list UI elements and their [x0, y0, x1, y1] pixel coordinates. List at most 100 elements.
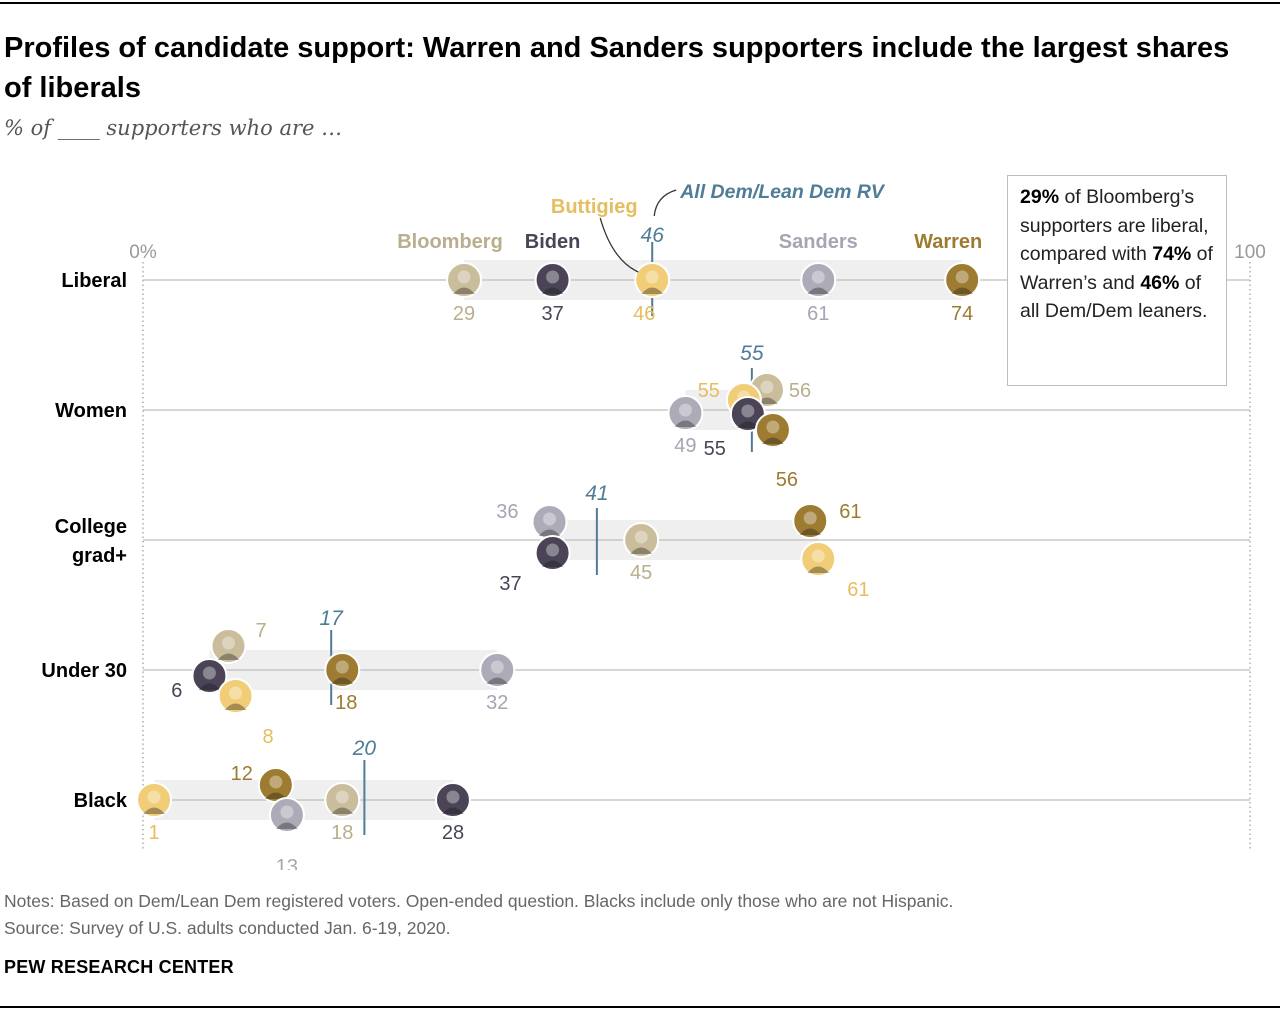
callout-bold-3: 46% — [1140, 271, 1180, 294]
portrait-head — [546, 270, 560, 284]
portrait-shoulders — [541, 287, 564, 294]
reference-value-black: 20 — [352, 737, 377, 760]
portrait-shoulders — [264, 792, 287, 799]
portrait-head — [741, 404, 755, 418]
notes: Notes: Based on Dem/Lean Dem registered … — [4, 888, 953, 942]
callout-bold-1: 29% — [1020, 186, 1060, 208]
portrait-shoulders — [951, 287, 974, 294]
portrait-shoulders — [275, 822, 298, 829]
portrait-shoulders — [799, 528, 822, 535]
dot-ring — [136, 782, 173, 818]
row-label-women: Women — [55, 400, 127, 422]
portrait-shoulders — [198, 683, 221, 690]
value-label-bloomberg-women: 56 — [789, 380, 811, 402]
portrait-head — [811, 549, 825, 563]
row-label-liberal: Liberal — [61, 270, 127, 292]
portrait-head — [280, 805, 294, 819]
dot-buttigieg-black — [136, 782, 173, 818]
dot-ring — [434, 782, 471, 818]
portrait-shoulders — [538, 529, 561, 536]
portrait-shoulders — [441, 807, 464, 814]
dot-warren-women — [754, 412, 791, 448]
value-label-buttigieg-college-grad: 61 — [847, 579, 869, 601]
legend-name-sanders: Sanders — [779, 231, 858, 253]
dot-ring — [324, 652, 361, 688]
dot-ring — [634, 262, 671, 298]
value-label-biden-under-30: 6 — [171, 680, 182, 702]
chart-title: Profiles of candidate support: Warren an… — [4, 32, 1230, 104]
dot-ring — [210, 628, 247, 664]
dot-biden-under-30 — [191, 658, 228, 694]
dot-ring — [191, 658, 228, 694]
portrait-shoulders — [761, 437, 784, 444]
row-label-black: Black — [74, 790, 128, 812]
chart-subtitle: % of ____ supporters who are … — [4, 116, 343, 140]
value-label-buttigieg-black: 1 — [149, 822, 160, 844]
dot-biden-college-grad — [534, 535, 571, 571]
dot-biden-women — [729, 396, 766, 432]
portrait-shoulders — [807, 566, 830, 573]
dot-warren-liberal — [944, 262, 981, 298]
dot-bloomberg-college-grad — [623, 522, 660, 558]
portrait-shoulders — [453, 287, 476, 294]
dot-bloomberg-liberal — [446, 262, 483, 298]
dot-ring — [268, 797, 305, 833]
legend-name-bloomberg: Bloomberg — [397, 231, 503, 253]
dot-warren-college-grad — [792, 503, 829, 539]
dot-ring — [792, 503, 829, 539]
portrait-head — [269, 775, 283, 789]
value-label-bloomberg-liberal: 29 — [453, 303, 475, 325]
dot-ring — [944, 262, 981, 298]
portrait-shoulders — [331, 807, 354, 814]
callout-text-2: of Warren’s and — [1020, 243, 1213, 294]
portrait-shoulders — [807, 287, 830, 294]
dot-ring — [800, 541, 837, 577]
value-label-warren-women: 56 — [776, 469, 798, 491]
dot-biden-black — [434, 782, 471, 818]
portrait-head — [335, 790, 349, 804]
dot-ring — [623, 522, 660, 558]
legend-name-biden: Biden — [525, 231, 581, 253]
legend-name-buttigieg: Buttigieg — [551, 196, 638, 218]
dot-bloomberg-under-30 — [210, 628, 247, 664]
dot-ring — [534, 535, 571, 571]
dot-biden-liberal — [534, 262, 571, 298]
value-label-sanders-under-30: 32 — [486, 692, 508, 714]
dot-ring — [800, 262, 837, 298]
value-label-warren-college-grad: 61 — [839, 501, 861, 523]
value-label-sanders-women: 49 — [674, 435, 696, 457]
portrait-head — [490, 660, 504, 674]
portrait-head — [803, 511, 817, 525]
value-label-biden-college-grad: 37 — [499, 573, 521, 595]
dot-ring — [217, 678, 254, 714]
value-label-bloomberg-black: 18 — [331, 822, 353, 844]
dot-ring — [446, 262, 483, 298]
dot-warren-under-30 — [324, 652, 361, 688]
value-label-sanders-college-grad: 36 — [496, 501, 518, 523]
dot-buttigieg-liberal — [634, 262, 671, 298]
portrait-head — [760, 380, 774, 394]
value-label-bloomberg-under-30: 7 — [255, 620, 266, 642]
row-label-under-30: Under 30 — [41, 660, 127, 682]
axis-tick-0: 0% — [129, 242, 157, 263]
value-label-warren-liberal: 74 — [951, 303, 973, 325]
portrait-head — [766, 420, 780, 434]
portrait-head — [955, 270, 969, 284]
brand-logo-text: PEW RESEARCH CENTER — [4, 957, 234, 977]
dot-ring — [754, 412, 791, 448]
portrait-head — [811, 270, 825, 284]
value-label-biden-black: 28 — [442, 822, 464, 844]
row-label-college-grad: College grad+ — [55, 516, 127, 567]
value-label-biden-women: 55 — [704, 438, 726, 460]
value-label-sanders-black: 13 — [276, 856, 298, 870]
portrait-head — [645, 270, 659, 284]
dot-sanders-women — [667, 395, 704, 431]
dot-plot-chart: 0% 100 Liberal Women College grad+ Under 30 Bla… — [41, 181, 1266, 870]
reference-legend-label: All Dem/Lean Dem RV — [679, 181, 886, 203]
notes-line: Notes: Based on Dem/Lean Dem registered … — [4, 891, 954, 911]
portrait-shoulders — [143, 807, 166, 814]
axis-tick-100: 100 — [1234, 242, 1266, 263]
portrait-head — [446, 790, 460, 804]
callout-text-3: of all Dem/Dem leaners. — [1020, 271, 1208, 323]
portrait-head — [634, 530, 648, 544]
